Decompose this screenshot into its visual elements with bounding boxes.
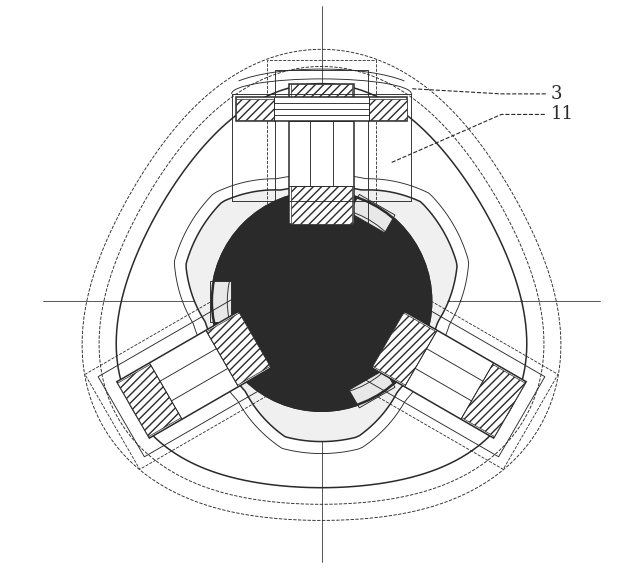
Polygon shape — [236, 99, 273, 120]
Polygon shape — [349, 369, 395, 408]
Text: 3: 3 — [551, 85, 563, 103]
Polygon shape — [210, 281, 231, 321]
Polygon shape — [289, 83, 354, 224]
Polygon shape — [373, 313, 437, 385]
Polygon shape — [349, 194, 395, 233]
Polygon shape — [117, 311, 271, 438]
Polygon shape — [206, 313, 270, 385]
Polygon shape — [118, 364, 181, 437]
Polygon shape — [291, 83, 352, 122]
Circle shape — [316, 296, 327, 306]
Polygon shape — [291, 186, 352, 224]
Polygon shape — [372, 311, 526, 438]
Text: 11: 11 — [551, 106, 574, 123]
Polygon shape — [236, 97, 407, 122]
Polygon shape — [186, 187, 457, 441]
Polygon shape — [370, 99, 407, 120]
Polygon shape — [462, 364, 525, 437]
Circle shape — [212, 191, 431, 411]
